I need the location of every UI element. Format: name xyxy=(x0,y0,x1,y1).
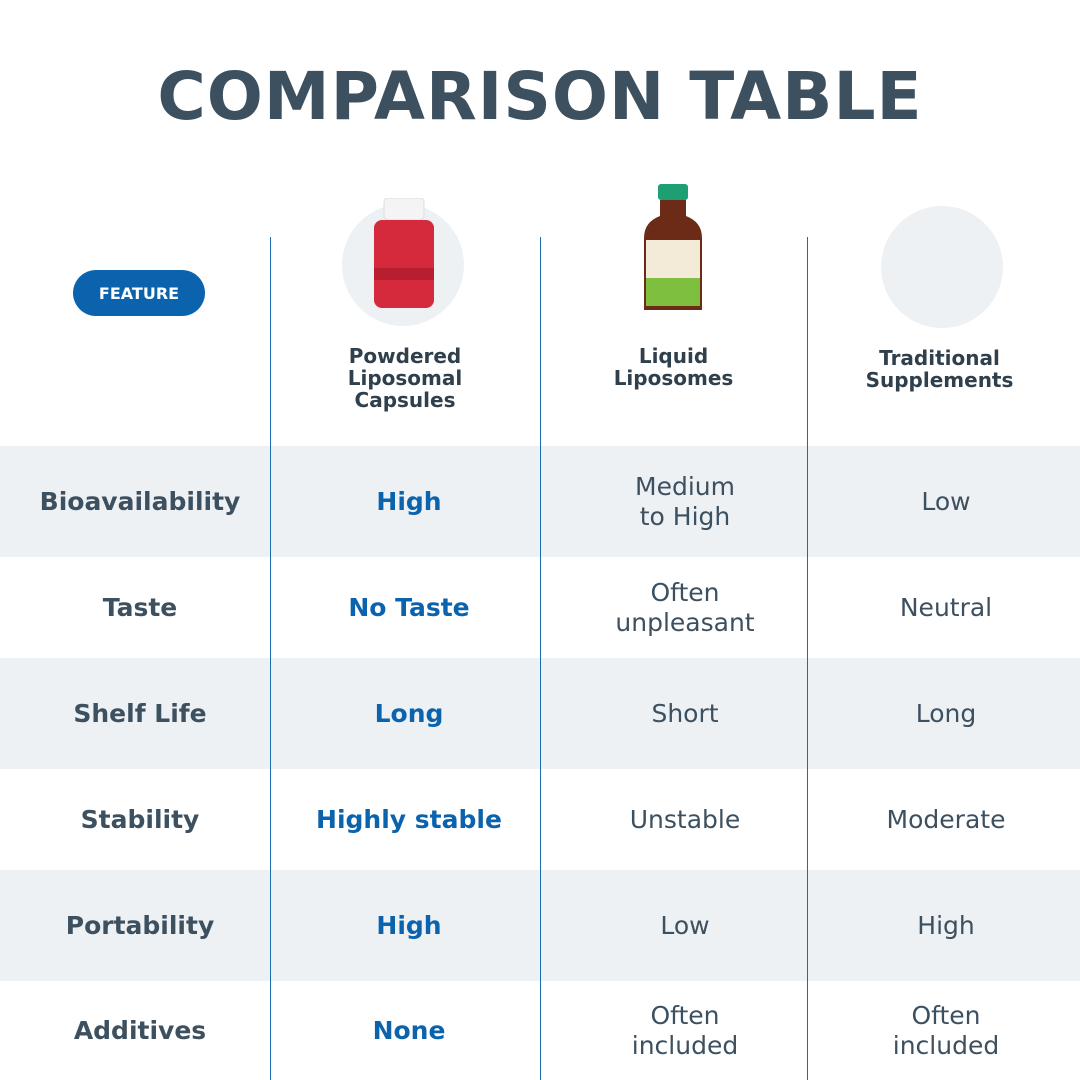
table-cell: High xyxy=(917,910,975,940)
column-header: Liquid Liposomes xyxy=(613,344,734,390)
product-image-liquid xyxy=(644,184,702,310)
title: COMPARISON TABLE xyxy=(157,58,923,135)
feature-name: Stability xyxy=(80,804,200,834)
column-divider xyxy=(540,237,541,1080)
column-header: Traditional Supplements xyxy=(865,346,1014,392)
feature-name: Additives xyxy=(73,1015,207,1045)
feature-name: Shelf Life xyxy=(73,698,207,728)
table-cell: Long xyxy=(915,698,977,728)
table-cell: Long xyxy=(374,698,444,728)
product-image-traditional xyxy=(881,206,1003,328)
feature-name: Portability xyxy=(65,910,215,940)
column-divider xyxy=(807,237,808,1080)
product-image-capsules xyxy=(342,198,464,326)
feature-name: Taste xyxy=(102,592,178,622)
table-cell: Medium to High xyxy=(635,471,735,531)
feature-name: Bioavailability xyxy=(39,486,241,516)
table-cell: Often unpleasant xyxy=(615,577,755,637)
feature-badge: FEATURE xyxy=(73,270,205,316)
table-cell: Moderate xyxy=(886,804,1006,834)
column-divider xyxy=(270,237,271,1080)
table-cell: High xyxy=(376,910,442,940)
table-cell: Neutral xyxy=(899,592,993,622)
table-cell: Low xyxy=(660,910,710,940)
table-cell: No Taste xyxy=(348,592,470,622)
table-cell: Often included xyxy=(892,1000,1000,1060)
table-cell: Low xyxy=(921,486,971,516)
column-header: Powdered Liposomal Capsules xyxy=(347,344,463,412)
table-cell: Often included xyxy=(631,1000,739,1060)
table-cell: Short xyxy=(651,698,719,728)
table-cell: Highly stable xyxy=(316,804,502,834)
table-cell: None xyxy=(372,1015,446,1045)
table-cell: High xyxy=(376,486,442,516)
table-cell: Unstable xyxy=(629,804,741,834)
